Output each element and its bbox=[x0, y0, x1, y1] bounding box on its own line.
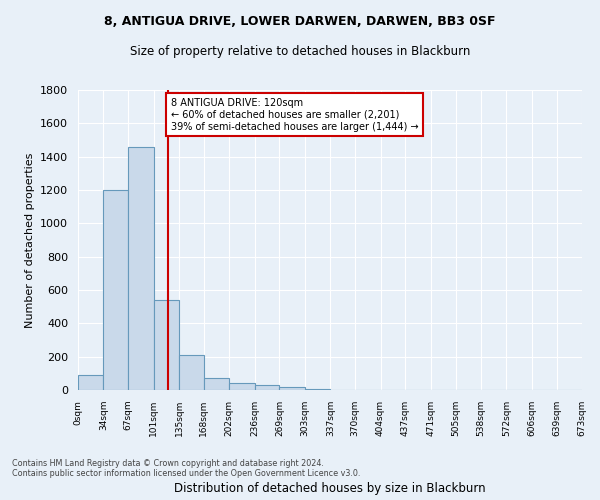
Bar bbox=[305, 389, 331, 390]
Text: 8 ANTIGUA DRIVE: 120sqm
← 60% of detached houses are smaller (2,201)
39% of semi: 8 ANTIGUA DRIVE: 120sqm ← 60% of detache… bbox=[171, 98, 418, 132]
Text: Distribution of detached houses by size in Blackburn: Distribution of detached houses by size … bbox=[174, 482, 486, 495]
Text: Contains public sector information licensed under the Open Government Licence v3: Contains public sector information licen… bbox=[12, 468, 361, 477]
Bar bbox=[103, 190, 128, 390]
Bar bbox=[229, 382, 255, 390]
Text: Contains HM Land Registry data © Crown copyright and database right 2024.: Contains HM Land Registry data © Crown c… bbox=[12, 458, 324, 468]
Bar bbox=[154, 300, 179, 390]
Y-axis label: Number of detached properties: Number of detached properties bbox=[25, 152, 35, 328]
Bar bbox=[204, 378, 229, 390]
Bar bbox=[280, 386, 305, 390]
Text: 8, ANTIGUA DRIVE, LOWER DARWEN, DARWEN, BB3 0SF: 8, ANTIGUA DRIVE, LOWER DARWEN, DARWEN, … bbox=[104, 15, 496, 28]
Bar bbox=[179, 355, 204, 390]
Text: Size of property relative to detached houses in Blackburn: Size of property relative to detached ho… bbox=[130, 45, 470, 58]
Bar bbox=[128, 146, 154, 390]
Bar bbox=[255, 385, 280, 390]
Bar bbox=[78, 375, 103, 390]
